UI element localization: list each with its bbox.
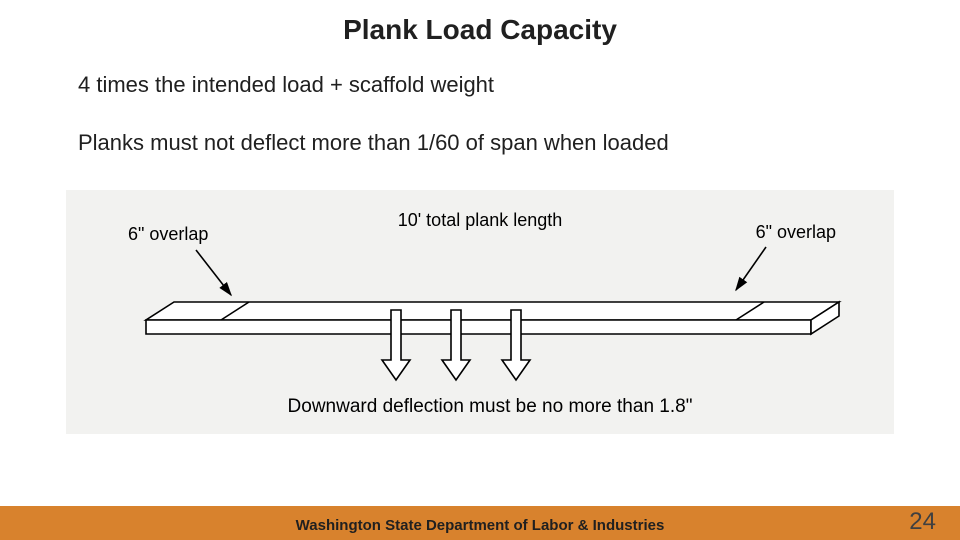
- plank-diagram-svg: 10' total plank length 6" overlap 6" overl…: [66, 190, 894, 434]
- body-line-2: Planks must not deflect more than 1/60 o…: [78, 130, 669, 156]
- pointer-arrow-right: [736, 247, 766, 290]
- pointer-arrow-left: [196, 250, 231, 295]
- plank-top-face: [146, 302, 839, 320]
- label-bottom: Downward deflection must be no more than…: [288, 396, 693, 417]
- footer-label: Washington State Department of Labor & I…: [0, 517, 960, 534]
- body-line-1: 4 times the intended load + scaffold wei…: [78, 72, 494, 98]
- label-right-overlap: 6" overlap: [756, 222, 836, 242]
- page-number: 24: [909, 508, 936, 536]
- slide-title: Plank Load Capacity: [0, 14, 960, 46]
- slide: Plank Load Capacity 4 times the intended…: [0, 0, 960, 540]
- label-left-overlap: 6" overlap: [128, 224, 208, 244]
- plank-front-face: [146, 320, 811, 334]
- label-top-center: 10' total plank length: [398, 210, 563, 230]
- plank-diagram: 10' total plank length 6" overlap 6" overl…: [66, 190, 894, 434]
